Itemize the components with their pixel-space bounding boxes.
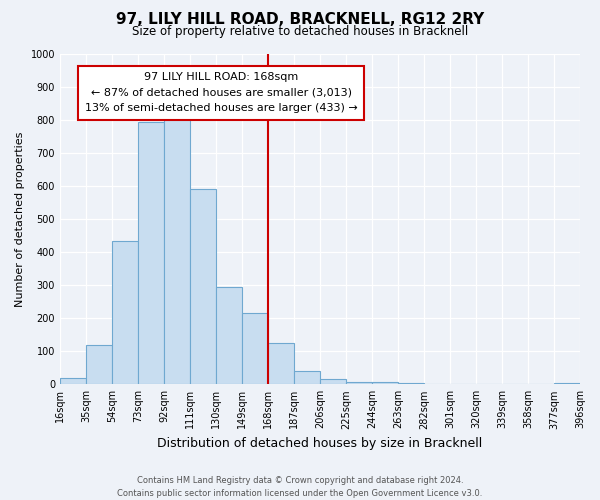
- Bar: [372, 382, 398, 384]
- Y-axis label: Number of detached properties: Number of detached properties: [15, 132, 25, 307]
- Bar: [216, 287, 242, 384]
- Bar: [138, 122, 164, 384]
- X-axis label: Distribution of detached houses by size in Bracknell: Distribution of detached houses by size …: [157, 437, 482, 450]
- Bar: [294, 371, 320, 384]
- Bar: [346, 382, 372, 384]
- Bar: [320, 380, 346, 384]
- Text: 97 LILY HILL ROAD: 168sqm
← 87% of detached houses are smaller (3,013)
13% of se: 97 LILY HILL ROAD: 168sqm ← 87% of detac…: [85, 72, 358, 114]
- Bar: [164, 118, 190, 384]
- Text: Size of property relative to detached houses in Bracknell: Size of property relative to detached ho…: [132, 25, 468, 38]
- Bar: [268, 343, 294, 384]
- Bar: [554, 382, 580, 384]
- Text: 97, LILY HILL ROAD, BRACKNELL, RG12 2RY: 97, LILY HILL ROAD, BRACKNELL, RG12 2RY: [116, 12, 484, 28]
- Bar: [190, 190, 216, 384]
- Bar: [242, 314, 268, 384]
- Bar: [112, 240, 138, 384]
- Text: Contains HM Land Registry data © Crown copyright and database right 2024.
Contai: Contains HM Land Registry data © Crown c…: [118, 476, 482, 498]
- Bar: [60, 378, 86, 384]
- Bar: [86, 344, 112, 385]
